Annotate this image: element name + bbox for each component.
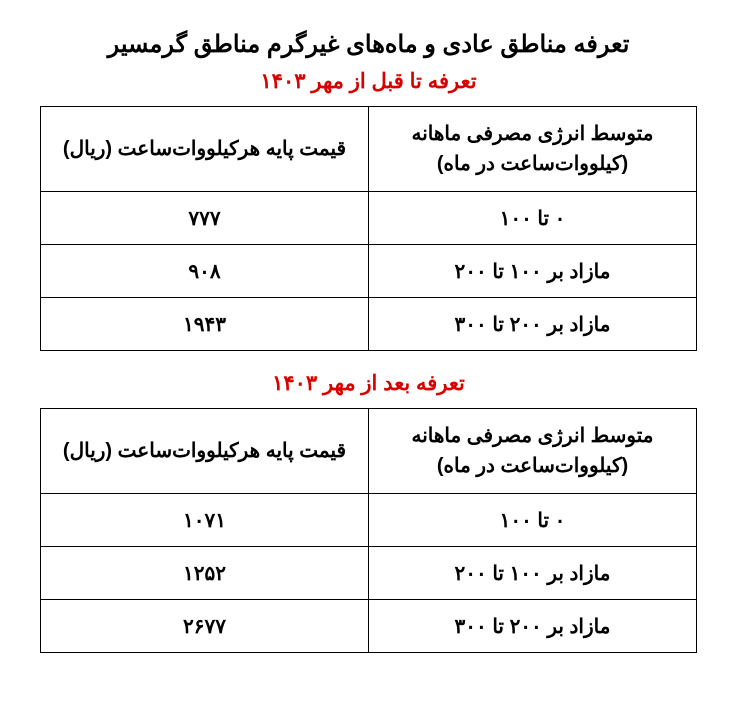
cell-price: ۱۹۴۳ <box>41 298 369 351</box>
table-row: ۰ تا ۱۰۰ ۱۰۷۱ <box>41 494 697 547</box>
cell-consumption: مازاد بر ۲۰۰ تا ۳۰۰ <box>369 298 697 351</box>
table-before-title: تعرفه تا قبل از مهر ۱۴۰۳ <box>40 69 697 94</box>
cell-consumption: ۰ تا ۱۰۰ <box>369 494 697 547</box>
header-price: قیمت پایه هرکیلووات‌ساعت (ریال) <box>41 107 369 192</box>
table-row: مازاد بر ۲۰۰ تا ۳۰۰ ۲۶۷۷ <box>41 600 697 653</box>
cell-price: ۱۰۷۱ <box>41 494 369 547</box>
cell-consumption: ۰ تا ۱۰۰ <box>369 192 697 245</box>
header-consumption: متوسط انرژی مصرفی ماهانه (کیلووات‌ساعت د… <box>369 107 697 192</box>
cell-price: ۷۷۷ <box>41 192 369 245</box>
table-after-title: تعرفه بعد از مهر ۱۴۰۳ <box>40 371 697 396</box>
table-row: ۰ تا ۱۰۰ ۷۷۷ <box>41 192 697 245</box>
cell-price: ۱۲۵۲ <box>41 547 369 600</box>
table-row: مازاد بر ۱۰۰ تا ۲۰۰ ۱۲۵۲ <box>41 547 697 600</box>
table-header-row: متوسط انرژی مصرفی ماهانه (کیلووات‌ساعت د… <box>41 107 697 192</box>
tariff-table-before: متوسط انرژی مصرفی ماهانه (کیلووات‌ساعت د… <box>40 106 697 351</box>
table-row: مازاد بر ۱۰۰ تا ۲۰۰ ۹۰۸ <box>41 245 697 298</box>
cell-consumption: مازاد بر ۱۰۰ تا ۲۰۰ <box>369 547 697 600</box>
cell-price: ۲۶۷۷ <box>41 600 369 653</box>
cell-price: ۹۰۸ <box>41 245 369 298</box>
tariff-table-after: متوسط انرژی مصرفی ماهانه (کیلووات‌ساعت د… <box>40 408 697 653</box>
cell-consumption: مازاد بر ۲۰۰ تا ۳۰۰ <box>369 600 697 653</box>
table-header-row: متوسط انرژی مصرفی ماهانه (کیلووات‌ساعت د… <box>41 409 697 494</box>
cell-consumption: مازاد بر ۱۰۰ تا ۲۰۰ <box>369 245 697 298</box>
header-consumption: متوسط انرژی مصرفی ماهانه (کیلووات‌ساعت د… <box>369 409 697 494</box>
table-row: مازاد بر ۲۰۰ تا ۳۰۰ ۱۹۴۳ <box>41 298 697 351</box>
main-title: تعرفه مناطق عادی و ماه‌های غیرگرم مناطق … <box>40 30 697 59</box>
header-price: قیمت پایه هرکیلووات‌ساعت (ریال) <box>41 409 369 494</box>
